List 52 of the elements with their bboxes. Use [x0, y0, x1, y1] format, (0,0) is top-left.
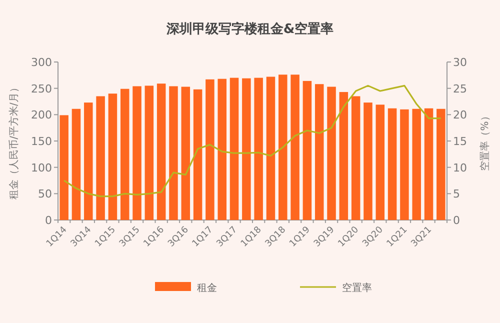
bar — [266, 76, 276, 220]
bar — [144, 86, 154, 220]
y-tick-label: 300 — [31, 56, 52, 69]
bar — [339, 92, 348, 220]
y-tick-label: 100 — [31, 161, 52, 174]
bar — [60, 115, 68, 220]
y2-tick-label: 5 — [453, 188, 460, 201]
bar — [388, 108, 397, 220]
bar — [327, 86, 336, 220]
bar — [72, 108, 81, 220]
bar — [412, 108, 421, 220]
y2-axis-title: 空置率（%） — [479, 111, 491, 171]
bar — [290, 74, 300, 220]
bar — [400, 109, 409, 220]
bar — [254, 78, 263, 220]
bar — [314, 84, 324, 220]
y-tick-label: 200 — [31, 108, 52, 122]
bar — [206, 79, 214, 220]
bar — [302, 80, 312, 220]
y-tick-label: 250 — [31, 82, 52, 96]
chart-title: 深圳甲级写字楼租金&空置率 — [165, 21, 334, 37]
bar — [108, 94, 118, 220]
y-axis-title: 租金（人民币/平方米/月） — [8, 82, 20, 200]
bar — [84, 102, 93, 220]
bar — [120, 88, 130, 220]
bar — [351, 96, 360, 220]
bar — [230, 78, 239, 220]
bar — [96, 96, 105, 220]
y2-tick-label: 15 — [453, 135, 467, 148]
y2-tick-label: 30 — [453, 56, 467, 69]
line-series — [63, 84, 442, 198]
bar — [193, 89, 202, 220]
bar — [364, 102, 372, 220]
y2-tick-label: 10 — [453, 161, 467, 174]
bar — [156, 84, 166, 220]
bar — [376, 104, 385, 220]
bar — [181, 86, 190, 220]
bar — [169, 86, 178, 220]
bar — [436, 108, 446, 220]
bar — [132, 86, 142, 220]
legend-label: 空置率 — [342, 282, 372, 294]
y2-tick-label: 20 — [453, 108, 467, 122]
bar — [278, 74, 288, 220]
bar — [242, 78, 251, 220]
y2-tick-label: 25 — [453, 82, 467, 96]
y-tick-label: 150 — [31, 135, 52, 148]
y-tick-label: 50 — [38, 188, 52, 201]
bar — [424, 108, 434, 220]
legend-label: 租金 — [197, 282, 217, 294]
y-tick-label: 0 — [45, 214, 52, 227]
bar — [218, 78, 226, 220]
y2-tick-label: 0 — [453, 214, 460, 227]
